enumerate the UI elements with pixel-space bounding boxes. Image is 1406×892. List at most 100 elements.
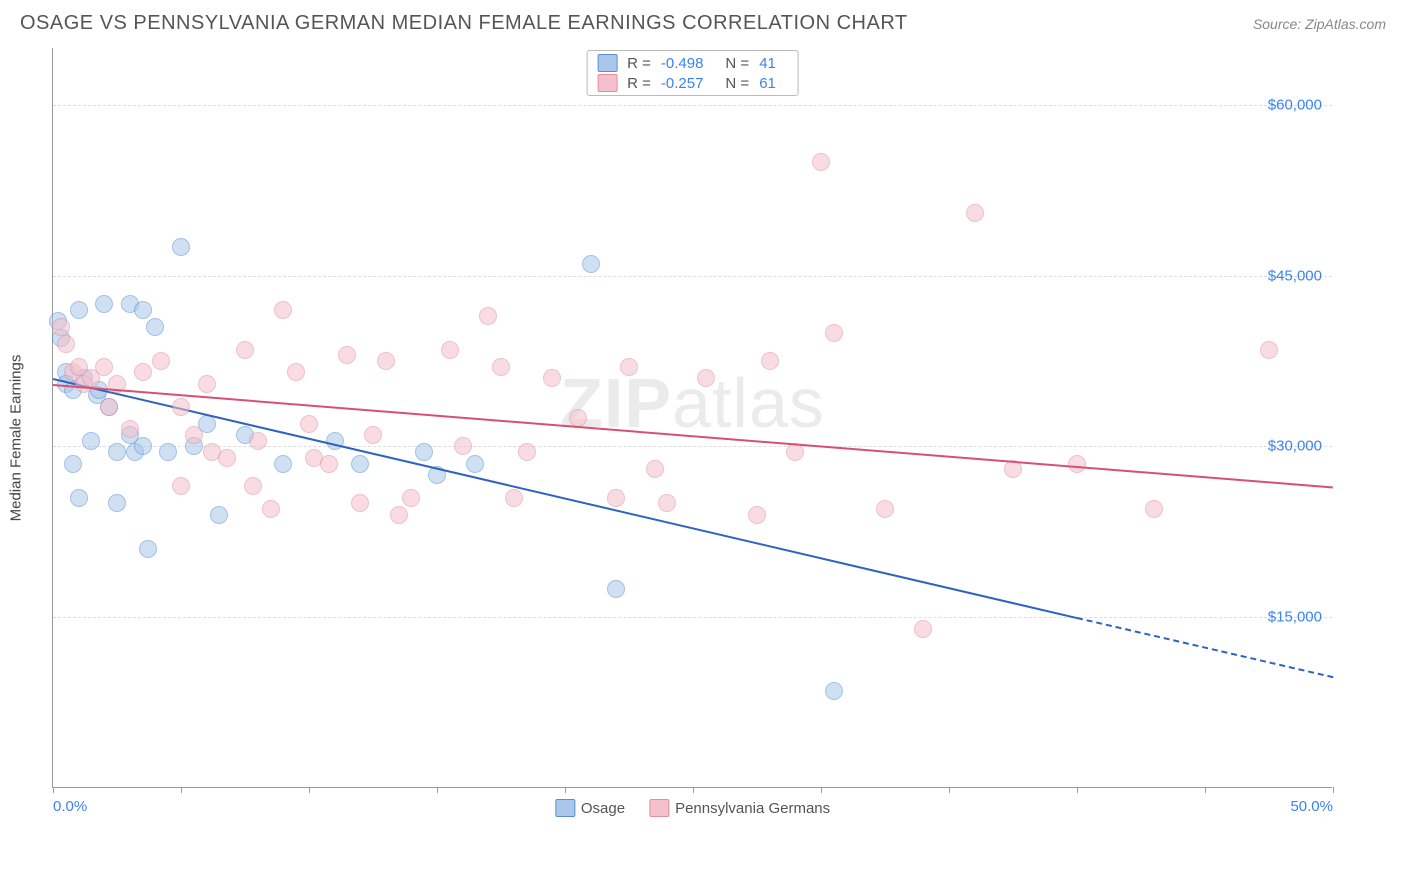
x-tick-label: 50.0% xyxy=(1290,798,1333,815)
data-point xyxy=(518,443,536,461)
data-point xyxy=(108,443,126,461)
data-point xyxy=(812,153,830,171)
gridline xyxy=(53,276,1332,277)
data-point xyxy=(52,318,70,336)
data-point xyxy=(134,437,152,455)
watermark: ZIPatlas xyxy=(560,363,825,443)
y-tick-label: $30,000 xyxy=(1268,438,1322,455)
data-point xyxy=(390,506,408,524)
data-point xyxy=(825,682,843,700)
series-name: Pennsylvania Germans xyxy=(675,800,830,817)
data-point xyxy=(134,363,152,381)
data-point xyxy=(274,301,292,319)
data-point xyxy=(582,255,600,273)
data-point xyxy=(338,346,356,364)
data-point xyxy=(95,295,113,313)
source-name: ZipAtlas.com xyxy=(1305,16,1386,32)
x-tick xyxy=(821,787,822,793)
data-point xyxy=(236,341,254,359)
data-point xyxy=(402,489,420,507)
chart-source: Source: ZipAtlas.com xyxy=(1253,16,1386,32)
data-point xyxy=(134,301,152,319)
r-label: R = xyxy=(627,55,651,72)
data-point xyxy=(351,494,369,512)
data-point xyxy=(914,620,932,638)
gridline xyxy=(53,617,1332,618)
data-point xyxy=(441,341,459,359)
data-point xyxy=(121,420,139,438)
x-tick xyxy=(565,787,566,793)
series-legend-item: Pennsylvania Germans xyxy=(649,799,830,817)
data-point xyxy=(1145,500,1163,518)
x-tick xyxy=(181,787,182,793)
data-point xyxy=(1068,455,1086,473)
data-point xyxy=(108,494,126,512)
data-point xyxy=(697,369,715,387)
data-point xyxy=(1260,341,1278,359)
data-point xyxy=(569,409,587,427)
data-point xyxy=(543,369,561,387)
series-name: Osage xyxy=(581,800,625,817)
data-point xyxy=(320,455,338,473)
legend-swatch xyxy=(649,799,669,817)
data-point xyxy=(505,489,523,507)
data-point xyxy=(646,460,664,478)
data-point xyxy=(300,415,318,433)
x-tick xyxy=(1333,787,1334,793)
chart-header: OSAGE VS PENNSYLVANIA GERMAN MEDIAN FEMA… xyxy=(0,0,1406,43)
y-tick-label: $45,000 xyxy=(1268,267,1322,284)
data-point xyxy=(364,426,382,444)
data-point xyxy=(876,500,894,518)
data-point xyxy=(479,307,497,325)
data-point xyxy=(210,506,228,524)
data-point xyxy=(351,455,369,473)
data-point xyxy=(70,301,88,319)
data-point xyxy=(146,318,164,336)
data-point xyxy=(249,432,267,450)
data-point xyxy=(607,580,625,598)
gridline xyxy=(53,105,1332,106)
y-tick-label: $15,000 xyxy=(1268,609,1322,626)
x-tick xyxy=(693,787,694,793)
data-point xyxy=(82,432,100,450)
data-point xyxy=(244,477,262,495)
data-point xyxy=(159,443,177,461)
chart-title: OSAGE VS PENNSYLVANIA GERMAN MEDIAN FEMA… xyxy=(20,12,908,35)
trend-line xyxy=(1077,617,1333,678)
chart-area: Median Female Earnings ZIPatlas R =-0.49… xyxy=(52,48,1386,828)
data-point xyxy=(262,500,280,518)
plot-region: ZIPatlas R =-0.498N =41R =-0.257N =61 Os… xyxy=(52,48,1332,788)
data-point xyxy=(748,506,766,524)
legend-row: R =-0.257N =61 xyxy=(597,73,788,93)
series-legend-item: Osage xyxy=(555,799,625,817)
data-point xyxy=(172,398,190,416)
n-value: 41 xyxy=(759,55,776,72)
data-point xyxy=(185,426,203,444)
series-legend: Osage Pennsylvania Germans xyxy=(555,799,830,817)
data-point xyxy=(95,358,113,376)
legend-swatch xyxy=(597,74,617,92)
data-point xyxy=(287,363,305,381)
data-point xyxy=(64,455,82,473)
data-point xyxy=(100,398,118,416)
data-point xyxy=(139,540,157,558)
data-point xyxy=(415,443,433,461)
data-point xyxy=(274,455,292,473)
source-prefix: Source: xyxy=(1253,16,1305,32)
data-point xyxy=(620,358,638,376)
x-tick xyxy=(437,787,438,793)
x-tick xyxy=(53,787,54,793)
trend-line xyxy=(53,378,1077,619)
y-tick-label: $60,000 xyxy=(1268,96,1322,113)
data-point xyxy=(172,477,190,495)
data-point xyxy=(966,204,984,222)
n-label: N = xyxy=(725,55,749,72)
data-point xyxy=(152,352,170,370)
data-point xyxy=(377,352,395,370)
watermark-light: atlas xyxy=(672,364,825,442)
y-axis-label: Median Female Earnings xyxy=(8,355,25,522)
correlation-legend: R =-0.498N =41R =-0.257N =61 xyxy=(586,50,799,96)
x-tick xyxy=(1077,787,1078,793)
data-point xyxy=(466,455,484,473)
x-tick xyxy=(1205,787,1206,793)
